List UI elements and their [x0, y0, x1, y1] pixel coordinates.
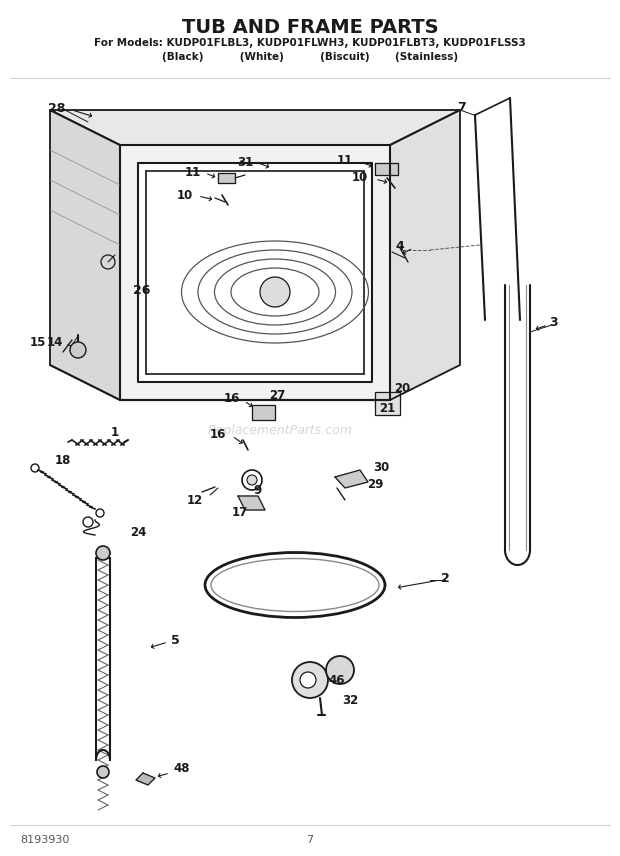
Polygon shape: [390, 110, 460, 400]
Text: 1: 1: [111, 425, 119, 438]
Text: 11: 11: [185, 165, 201, 179]
Polygon shape: [375, 392, 400, 415]
Text: 5: 5: [170, 633, 179, 646]
Circle shape: [326, 656, 354, 684]
Text: 31: 31: [237, 156, 253, 169]
Ellipse shape: [211, 558, 379, 611]
Text: 48: 48: [174, 763, 190, 776]
Text: 30: 30: [373, 461, 389, 473]
Polygon shape: [375, 163, 398, 175]
Circle shape: [260, 277, 290, 307]
Polygon shape: [50, 110, 460, 145]
Text: 16: 16: [224, 391, 240, 405]
Circle shape: [292, 662, 328, 698]
Circle shape: [97, 766, 109, 778]
Text: For Models: KUDP01FLBL3, KUDP01FLWH3, KUDP01FLBT3, KUDP01FLSS3: For Models: KUDP01FLBL3, KUDP01FLWH3, KU…: [94, 38, 526, 48]
Polygon shape: [136, 773, 155, 785]
Circle shape: [300, 672, 316, 688]
Text: 24: 24: [130, 526, 146, 539]
Text: 32: 32: [342, 693, 358, 706]
Text: 15: 15: [30, 336, 46, 348]
Text: 7: 7: [458, 100, 466, 114]
Text: 18: 18: [55, 454, 71, 467]
Text: 7: 7: [306, 835, 314, 845]
Circle shape: [70, 342, 86, 358]
Text: 46: 46: [329, 674, 345, 687]
Text: 8193930: 8193930: [20, 835, 69, 845]
Text: 2: 2: [441, 572, 450, 585]
Polygon shape: [238, 496, 265, 510]
Circle shape: [247, 475, 257, 485]
Text: 14: 14: [47, 336, 63, 348]
Text: 17: 17: [232, 506, 248, 519]
Text: 16: 16: [210, 427, 226, 441]
Text: 21: 21: [379, 401, 395, 414]
Text: 20: 20: [394, 382, 410, 395]
Text: 29: 29: [367, 478, 383, 490]
Circle shape: [96, 546, 110, 560]
Polygon shape: [120, 145, 390, 400]
Text: ReplacementParts.com: ReplacementParts.com: [208, 424, 352, 437]
Text: (Black)          (White)          (Biscuit)       (Stainless): (Black) (White) (Biscuit) (Stainless): [162, 52, 458, 62]
Polygon shape: [335, 470, 368, 488]
Polygon shape: [218, 173, 235, 183]
Text: 10: 10: [352, 170, 368, 183]
Text: 4: 4: [396, 240, 404, 253]
Polygon shape: [138, 163, 372, 382]
Text: 3: 3: [549, 316, 557, 329]
Polygon shape: [50, 110, 120, 400]
Text: 9: 9: [253, 484, 261, 496]
Text: 11: 11: [337, 153, 353, 167]
Text: 28: 28: [48, 102, 66, 115]
Text: TUB AND FRAME PARTS: TUB AND FRAME PARTS: [182, 18, 438, 37]
Text: 27: 27: [269, 389, 285, 401]
Text: 26: 26: [133, 283, 151, 296]
Text: 10: 10: [177, 188, 193, 201]
Text: 12: 12: [187, 494, 203, 507]
Polygon shape: [252, 405, 275, 420]
